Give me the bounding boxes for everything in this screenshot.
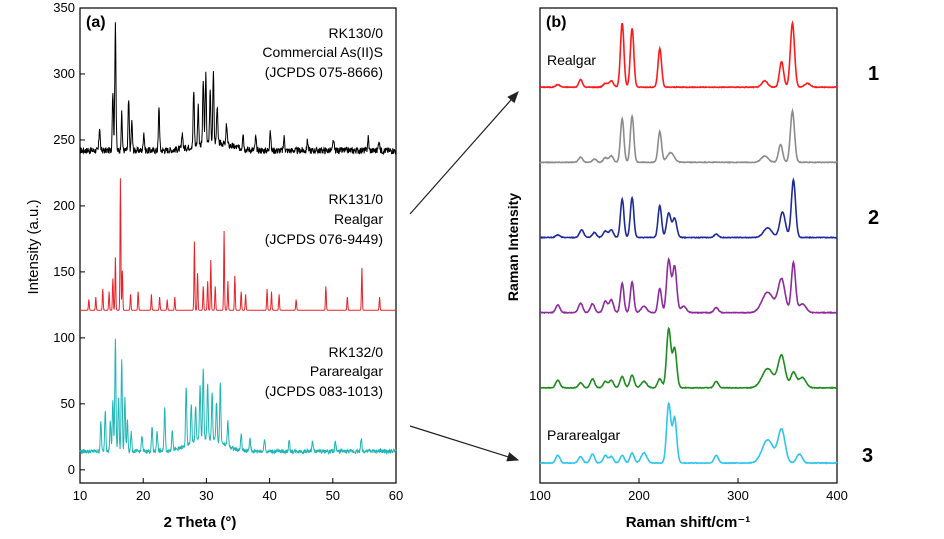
- panel-b-xlabel: Raman shift/cm⁻¹: [626, 514, 751, 531]
- a-series-line-3: [79, 338, 397, 456]
- panel-b-ylabel: Raman Intensity: [505, 193, 521, 301]
- a-xtick-label: 30: [199, 488, 213, 503]
- a-ytick-label: 50: [61, 396, 75, 411]
- arrow-to-pararealgar: [409, 425, 520, 462]
- a-ytick-label: 300: [53, 66, 75, 81]
- a-series-line-1: [79, 22, 397, 156]
- b-series-line-6: [539, 401, 838, 465]
- a-ytick-label: 250: [53, 132, 75, 147]
- panel-b-series: [539, 20, 838, 465]
- a-annot-1: RK130/0 Commercial As(II)S (JCPDS 075-86…: [262, 25, 383, 80]
- panel-a-ylabel: Intensity (a.u.): [25, 199, 42, 294]
- a-xtick-label: 10: [73, 488, 87, 503]
- a-xtick-label: 60: [389, 488, 403, 503]
- annot-rk132-line1: RK132/0: [329, 344, 384, 360]
- sample-number-2: 2: [868, 207, 879, 229]
- annot-rk131-line3: (JCPDS 076-9449): [265, 231, 383, 247]
- b-xtick-label: 100: [529, 488, 551, 503]
- panel-a-frame: [79, 7, 397, 484]
- annot-rk130-line2: Commercial As(II)S: [262, 44, 383, 60]
- panel-b-frame: [539, 7, 838, 484]
- annot-rk131-line2: Realgar: [334, 211, 383, 227]
- panel-b-label: (b): [546, 14, 566, 31]
- b-series-line-1: [539, 20, 837, 89]
- b-label-realgar: Realgar: [547, 52, 596, 68]
- annot-rk132-line3: (JCPDS 083-1013): [265, 383, 383, 399]
- a-annot-2: RK131/0 Realgar (JCPDS 076-9449): [265, 191, 384, 247]
- a-ytick-label: 0: [68, 462, 75, 477]
- panel-a-series: [79, 22, 397, 456]
- annot-rk130-line3: (JCPDS 075-8666): [265, 64, 383, 80]
- sample-number-3: 3: [862, 445, 873, 467]
- b-xtick-label: 300: [727, 488, 749, 503]
- a-ytick-label: 200: [53, 198, 75, 213]
- panel-a-label: (a): [86, 14, 106, 31]
- a-annot-3: RK132/0 Pararealgar (JCPDS 083-1013): [265, 344, 384, 399]
- panel-a-axes: 10 20 30 40 50 60 0 50 100 150 200 250 300 350: [53, 0, 403, 503]
- b-series-line-2: [539, 107, 838, 164]
- panel-b-axes: 100 200 300 400: [529, 478, 848, 503]
- b-series-line-5: [539, 326, 837, 390]
- panel-b: (b) 100 200 300 400 Realgar Pararealgar Ram…: [505, 7, 848, 531]
- b-xtick-label: 200: [628, 488, 650, 503]
- a-xtick-label: 20: [136, 488, 150, 503]
- a-xtick-label: 40: [262, 488, 276, 503]
- annot-rk132-line2: Pararealgar: [310, 363, 383, 379]
- a-ytick-label: 100: [53, 330, 75, 345]
- a-ytick-label: 150: [53, 264, 75, 279]
- a-ytick-label: 350: [53, 0, 75, 15]
- sample-number-1: 1: [868, 63, 879, 85]
- panel-a: (a) 10 20 30 40 50 60 0 50 100 150 200 250 300 350 RK…: [25, 0, 403, 531]
- b-xtick-label: 400: [826, 488, 848, 503]
- b-label-pararealgar: Pararealgar: [547, 427, 620, 443]
- annot-rk130-line1: RK130/0: [329, 25, 384, 41]
- annot-rk131-line1: RK131/0: [329, 191, 384, 207]
- a-xtick-label: 50: [326, 488, 340, 503]
- arrow-to-realgar: [409, 91, 519, 215]
- panel-a-xlabel: 2 Theta (°): [164, 514, 237, 531]
- a-series-line-2: [80, 178, 396, 311]
- b-series-line-3: [539, 177, 838, 240]
- b-series-line-4: [540, 256, 838, 315]
